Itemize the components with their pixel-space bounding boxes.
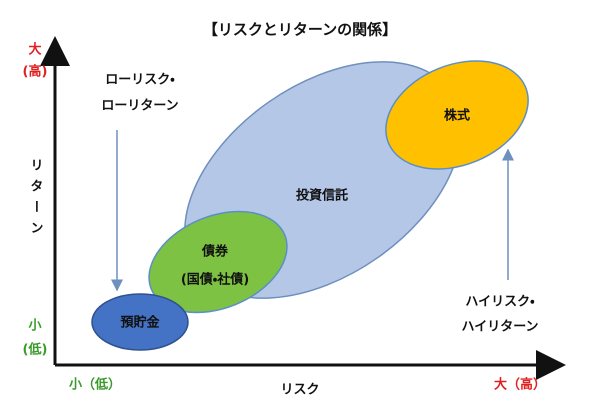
y-low: 小 [28, 319, 41, 334]
node-label: (国債・社債) [181, 272, 249, 288]
y-high: 大 [28, 42, 41, 58]
ellipse-stocks [385, 60, 529, 170]
node-label: 投資信託 [296, 188, 348, 204]
y-high: (高) [23, 64, 48, 80]
title: 【リスクとリターンの関係】 [203, 21, 397, 39]
annotation: ローリターン [101, 99, 178, 114]
y-axis-label: リターン [28, 158, 44, 242]
x-low: 小（低） [69, 377, 121, 393]
annotation: ハイリスク・ [465, 295, 535, 310]
node-label: 預貯金 [120, 315, 160, 331]
annotation: ハイリターン [461, 320, 538, 335]
node-label: 債券 [201, 244, 229, 260]
y-low: (低) [23, 342, 48, 358]
node-label: 株式 [444, 108, 470, 124]
ellipse-bonds [148, 210, 288, 314]
ellipse-savings [91, 293, 189, 351]
x-high: 大（高） [494, 377, 546, 393]
x-axis-label: リスク [280, 383, 319, 398]
annotation: ローリスク・ [105, 73, 175, 88]
